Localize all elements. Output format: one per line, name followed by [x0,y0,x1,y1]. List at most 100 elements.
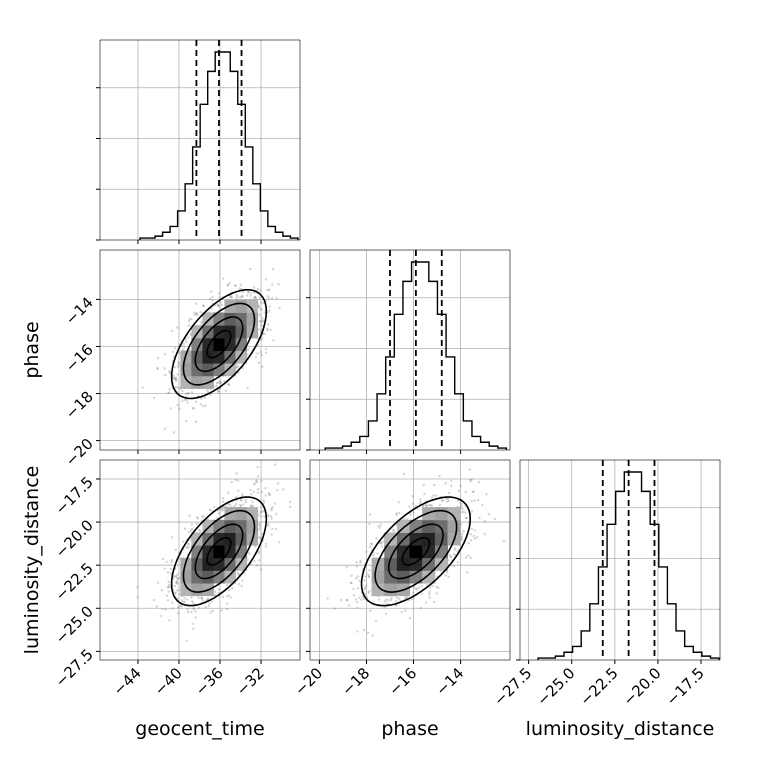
sample-point [186,608,189,611]
sample-point [258,559,261,562]
sample-point [354,598,358,601]
sample-point [172,376,175,379]
sample-point [180,599,184,602]
sample-point [326,597,329,600]
sample-point [216,381,220,384]
axes-frame [309,459,511,661]
sample-point [368,513,372,516]
sample-point [221,497,225,500]
contour-line [387,523,444,580]
sample-point [379,542,382,545]
x-tick-label: −25.0 [533,664,578,709]
sample-point [233,505,236,508]
sample-point [258,296,261,299]
sample-point [368,546,372,549]
sample-point [168,585,172,589]
density-cell [213,363,225,377]
density-cell [396,570,411,584]
sample-point [256,487,260,491]
sample-point [200,515,204,518]
sample-point [359,561,362,564]
sample-point [200,397,203,400]
sample-point [464,511,467,515]
density-cell [180,570,192,584]
density-cell [213,325,225,339]
sample-point [246,291,250,294]
sample-point [269,515,273,518]
sample-point [210,600,213,603]
sample-point [361,595,364,599]
sample-point [159,614,162,618]
sample-point [174,386,178,389]
sample-point [165,560,168,564]
sample-point [392,529,396,532]
sample-point [241,503,245,506]
sample-point [268,493,272,496]
density-cell [235,507,248,521]
density-cell [213,532,225,546]
sample-point [191,407,194,410]
density-cell [191,325,203,339]
sample-point [170,560,173,564]
sample-point [289,505,292,509]
density-cell [422,545,436,559]
scatter-panel-geocent_time-phase [96,249,301,454]
sample-point [383,605,386,609]
sample-point [247,348,250,351]
sample-point [262,510,265,513]
sample-point [408,617,412,620]
sample-point [411,502,414,506]
sample-point [471,490,475,494]
density-cell [235,532,248,546]
sample-point [196,313,199,316]
density-cell [213,337,225,351]
sample-point [176,611,180,615]
sample-point [374,619,378,623]
sample-point [258,313,261,317]
y-tick-label: −22.5 [52,559,97,604]
density-cell [384,545,398,559]
sample-point [235,472,238,475]
sample-point [412,591,415,594]
sample-point [176,403,179,407]
sample-point [257,528,261,531]
sample-point [179,604,182,607]
sample-point [220,609,224,612]
sample-point [368,569,371,572]
sample-point [221,500,225,503]
sample-point [445,571,449,574]
sample-point [219,381,223,385]
sample-point [229,296,232,299]
sample-point [240,295,244,298]
density-cell [422,519,436,533]
sample-point [185,340,188,344]
contour-line [194,523,244,580]
sample-point [461,507,464,510]
sample-point [168,619,171,622]
sample-point [249,488,252,492]
axes-frame [309,249,511,451]
sample-point [411,495,414,498]
sample-point [257,361,261,365]
x-tick-label: −40 [151,664,186,699]
sample-point [238,287,241,290]
sample-point [200,596,203,600]
sample-point [469,538,473,542]
sample-point [192,601,195,605]
density-cell [213,312,225,326]
sample-point [183,398,187,402]
sample-point [270,296,274,300]
sample-point [302,509,304,511]
sample-point [362,628,366,632]
sample-point [270,533,273,536]
sample-point [460,538,463,541]
sample-point [425,504,428,508]
sample-point [202,404,205,408]
sample-point [268,305,271,308]
density-cell [202,570,214,584]
sample-point [267,514,270,517]
sample-point [209,611,212,614]
sample-point [204,605,208,609]
sample-point [262,499,265,502]
sample-point [350,581,353,585]
